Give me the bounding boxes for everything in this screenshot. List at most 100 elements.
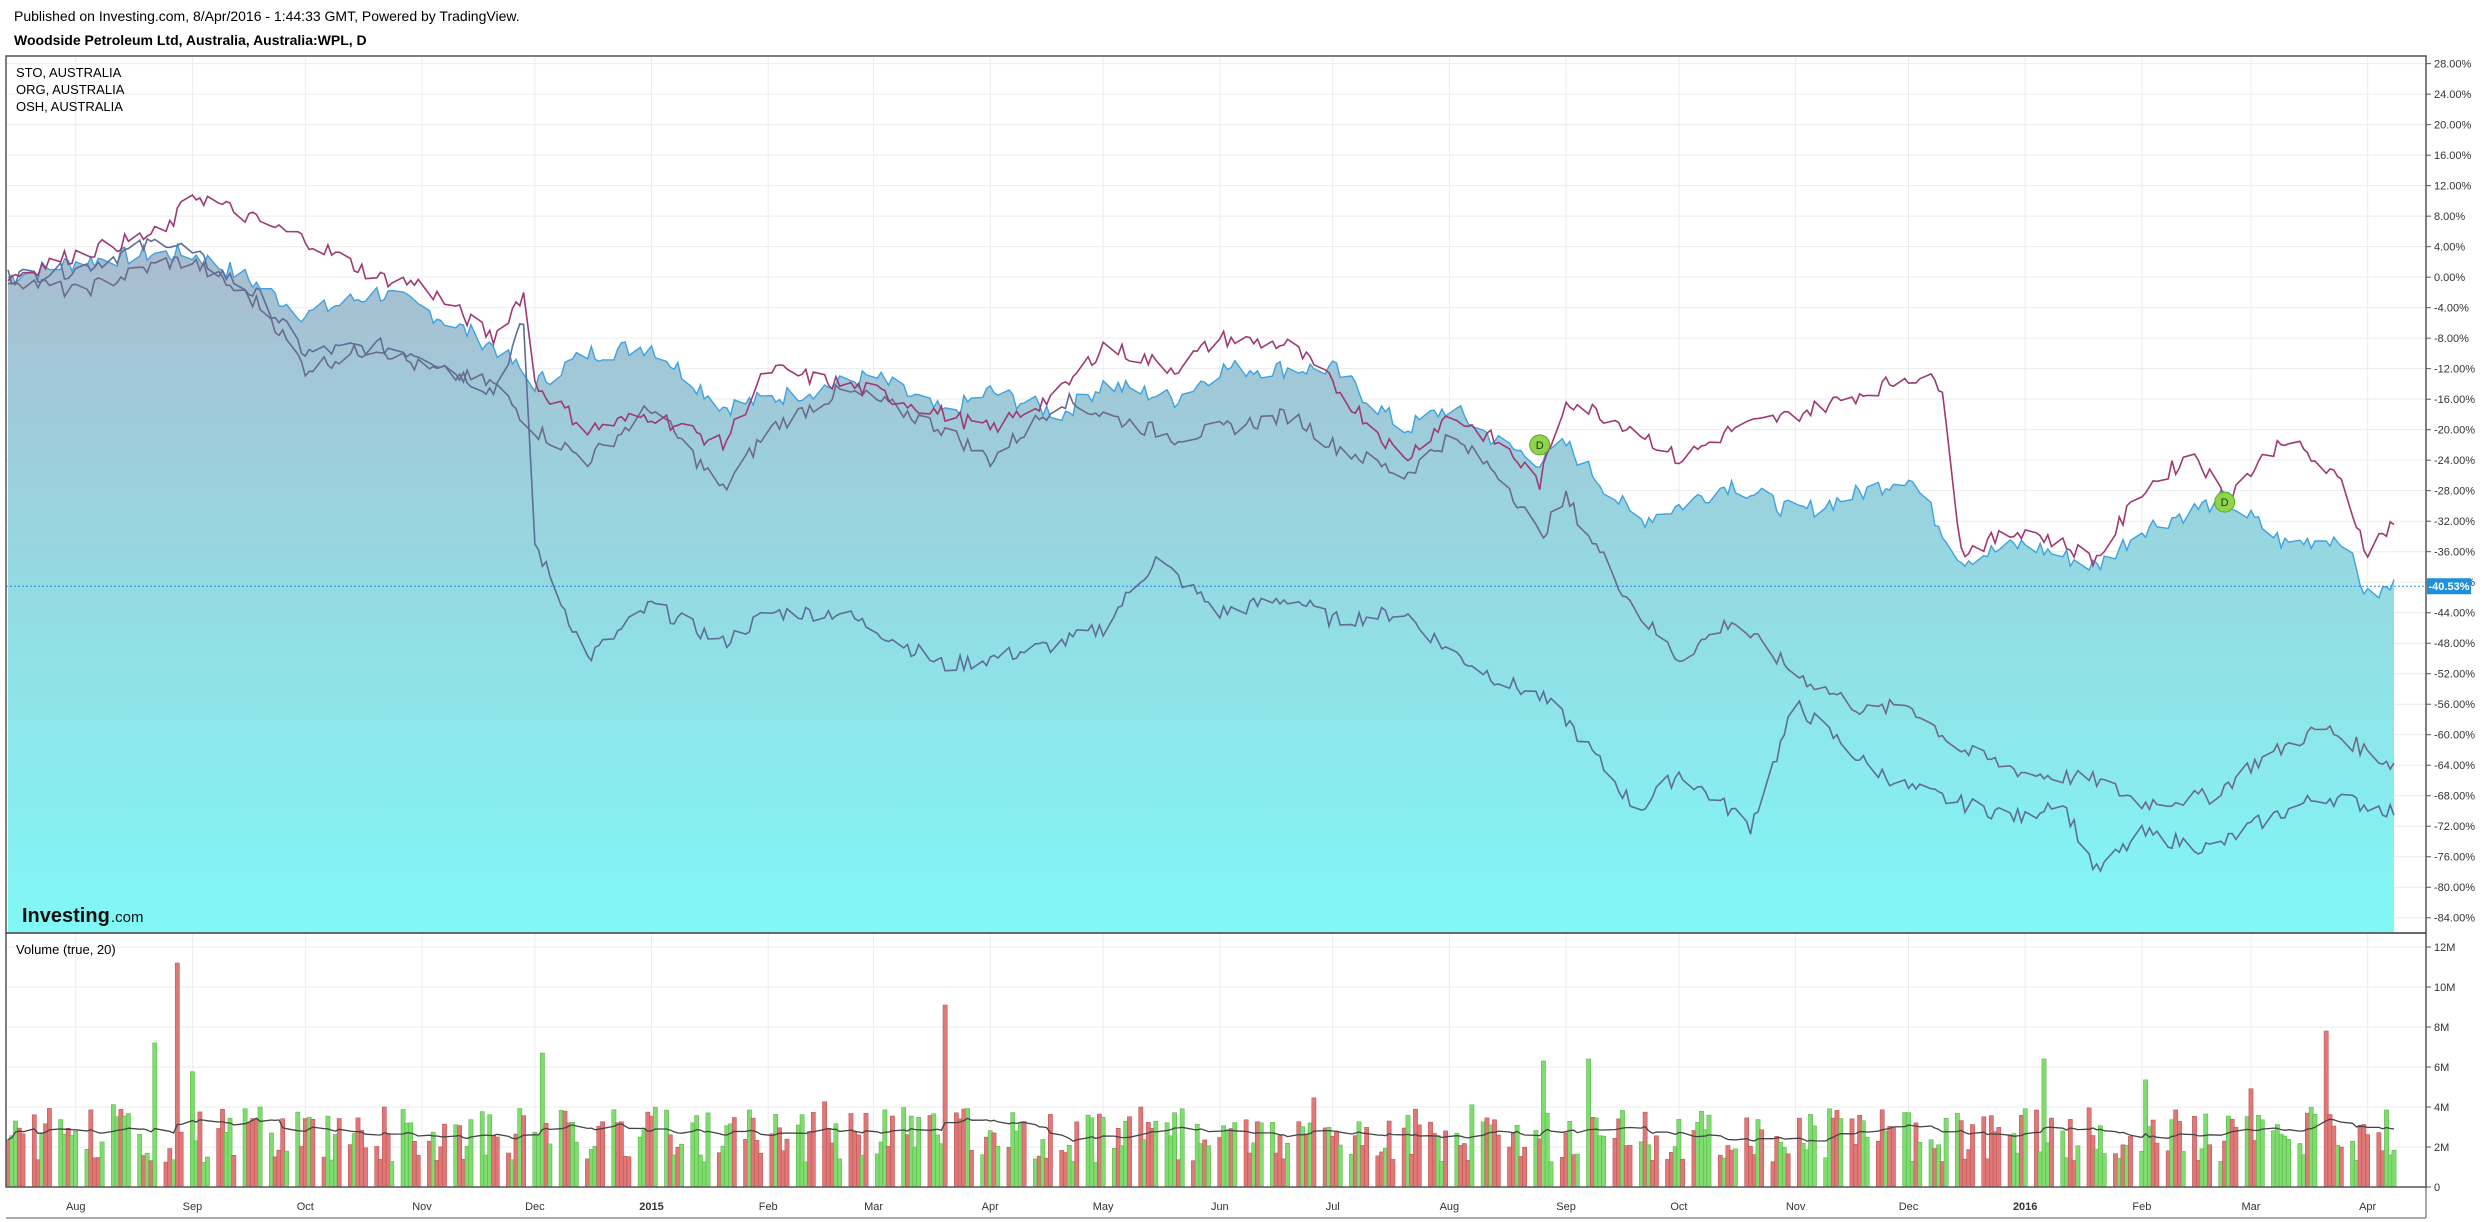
volume-bar xyxy=(573,1141,579,1188)
price-tick-label: -56.00% xyxy=(2434,699,2475,711)
volume-bar xyxy=(2128,1136,2133,1188)
volume-panel-title: Volume (true, 20) xyxy=(16,942,116,957)
volume-bar xyxy=(1048,1114,1053,1188)
price-tick-label: 20.00% xyxy=(2434,120,2472,132)
investing-logo: Investing .com xyxy=(22,905,144,927)
dividend-marker[interactable]: D xyxy=(2214,491,2236,513)
dividend-marker[interactable]: D xyxy=(1529,434,1551,456)
dividend-markers: DD xyxy=(1529,434,2236,513)
price-tick-label: -72.00% xyxy=(2434,821,2475,833)
time-tick-label: Oct xyxy=(297,1201,314,1213)
time-tick-label: Nov xyxy=(1786,1201,1806,1213)
price-tick-label: -24.00% xyxy=(2434,455,2475,467)
wpl-area-series xyxy=(6,242,2426,934)
volume-bar xyxy=(1311,1097,1317,1188)
volume-bar xyxy=(2180,1151,2186,1188)
volume-bar xyxy=(890,1115,895,1188)
volume-bar xyxy=(2101,1153,2107,1188)
volume-bar xyxy=(442,1123,447,1188)
volume-bar xyxy=(705,1112,711,1188)
volume-bar xyxy=(1021,1121,1027,1188)
logo-suffix: .com xyxy=(111,909,144,926)
wpl-area-fill xyxy=(8,244,2394,934)
volume-bar xyxy=(1337,1144,1343,1188)
volume-bar xyxy=(731,1117,737,1188)
volume-axis: 12M 10M 8M 6M 4M 2M 0 xyxy=(2426,942,2455,1194)
volume-bar xyxy=(2022,1108,2028,1188)
volume-bar xyxy=(521,1115,526,1188)
volume-bar xyxy=(1785,1153,1791,1188)
volume-bar xyxy=(152,1042,158,1188)
legend: STO, AUSTRALIA ORG, AUSTRALIA OSH, AUSTR… xyxy=(16,65,125,114)
volume-bar xyxy=(468,1119,474,1188)
volume-bar xyxy=(1943,1117,1949,1188)
price-tick-label: -68.00% xyxy=(2434,791,2475,803)
volume-bar xyxy=(969,1149,974,1188)
price-tick-label: -76.00% xyxy=(2434,852,2475,864)
volume-bar xyxy=(47,1108,52,1188)
price-tick-label: -52.00% xyxy=(2434,669,2475,681)
price-tick-label: -32.00% xyxy=(2434,516,2475,528)
volume-bar xyxy=(1891,1127,1896,1188)
volume-bar xyxy=(1179,1108,1185,1188)
volume-bar xyxy=(652,1106,658,1188)
price-tick-label: 24.00% xyxy=(2434,89,2472,101)
time-tick-label: Sep xyxy=(1556,1201,1576,1213)
last-value-label: -40.53% xyxy=(2429,581,2470,593)
price-tick-label: -20.00% xyxy=(2434,425,2475,437)
legend-item-sto: STO, AUSTRALIA xyxy=(16,65,122,80)
svg-text:D: D xyxy=(1536,440,1544,452)
volume-bar xyxy=(2154,1142,2160,1188)
volume-bar xyxy=(679,1144,684,1188)
volume-bar xyxy=(995,1146,1001,1188)
volume-bar xyxy=(494,1136,500,1188)
logo-main: Investing xyxy=(22,905,110,927)
price-tick-label: -8.00% xyxy=(2434,333,2469,345)
time-tick-label: Dec xyxy=(1899,1201,1919,1213)
volume-bar xyxy=(1416,1124,1422,1188)
volume-bar xyxy=(178,1131,184,1188)
volume-bar xyxy=(1680,1158,1686,1188)
volume-bar xyxy=(1601,1135,1607,1188)
volume-bar xyxy=(1864,1136,1870,1188)
volume-bar xyxy=(415,1154,421,1188)
svg-text:D: D xyxy=(2221,497,2229,509)
volume-bar xyxy=(600,1121,605,1188)
volume-bar xyxy=(389,1161,395,1188)
price-tick-label: -44.00% xyxy=(2434,608,2475,620)
volume-bar xyxy=(2286,1139,2291,1188)
volume-bar xyxy=(1706,1114,1712,1188)
volume-bar xyxy=(837,1158,843,1188)
price-tick-label: -28.00% xyxy=(2434,486,2475,498)
volume-bar xyxy=(2391,1149,2397,1188)
time-tick-label: Oct xyxy=(1670,1201,1687,1213)
time-axis: Aug Sep Oct Nov Dec 2015 Feb Mar Apr May Jun Jul Aug… xyxy=(66,1201,2377,1213)
volume-tick-label: 2M xyxy=(2434,1142,2449,1154)
volume-bar xyxy=(1996,1127,2002,1188)
volume-bar xyxy=(1574,1153,1580,1188)
volume-bar xyxy=(1364,1127,1369,1188)
price-tick-label: -84.00% xyxy=(2434,913,2475,925)
volume-bar xyxy=(784,1138,790,1188)
volume-bar xyxy=(626,1156,632,1188)
time-tick-label: Aug xyxy=(66,1201,86,1213)
volume-bars xyxy=(5,962,2397,1188)
sto-line xyxy=(7,237,2395,873)
volume-bar xyxy=(284,1150,289,1188)
time-tick-label: Jul xyxy=(1326,1201,1340,1213)
volume-bar xyxy=(363,1147,368,1188)
volume-bar xyxy=(810,1111,816,1188)
wpl-area-line xyxy=(7,242,2395,599)
volume-bar xyxy=(942,1004,948,1188)
volume-bar xyxy=(863,1113,869,1188)
volume-bar xyxy=(1627,1144,1633,1188)
time-tick-label: Sep xyxy=(183,1201,203,1213)
time-tick-label: Jun xyxy=(1211,1201,1229,1213)
price-tick-label: 0.00% xyxy=(2434,272,2465,284)
price-tick-label: -64.00% xyxy=(2434,760,2475,772)
volume-bar xyxy=(2338,1146,2344,1188)
legend-item-org: ORG, AUSTRALIA xyxy=(16,82,125,97)
price-axis: 28.00% 24.00% 20.00% 16.00% 12.00% 8.00% 4.00%… xyxy=(2426,59,2475,925)
volume-bar xyxy=(1285,1143,1290,1188)
